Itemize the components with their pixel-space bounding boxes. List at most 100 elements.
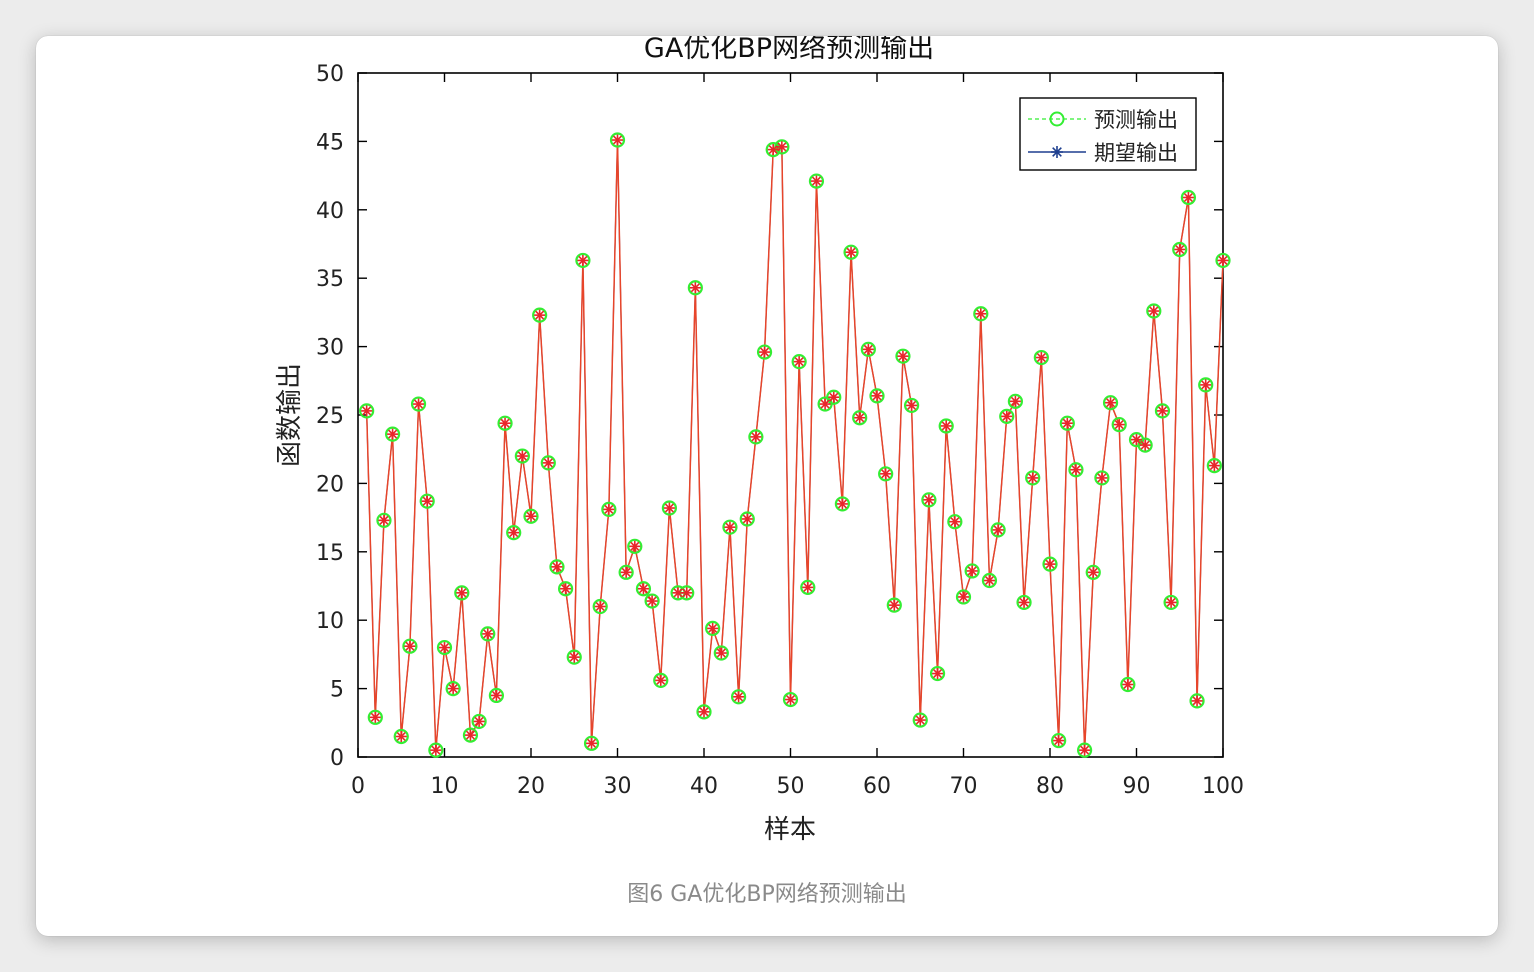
x-tick-labels: 0 10 20 30 40 50 60 70 80 90 100 <box>351 774 1244 799</box>
legend: 预测输出 期望输出 <box>1019 97 1197 171</box>
star-stroke <box>465 730 475 740</box>
star-stroke <box>1149 306 1159 316</box>
star-stroke <box>1123 679 1133 690</box>
expected-point <box>914 714 926 726</box>
expected-point <box>464 729 476 741</box>
predicted-point <box>385 426 401 442</box>
expected-point <box>508 527 520 539</box>
star-stroke <box>1019 597 1029 607</box>
predicted-point <box>756 344 773 360</box>
predicted-point <box>722 519 738 535</box>
predicted-point <box>696 704 712 720</box>
predicted-point <box>1059 415 1075 431</box>
expected-point <box>439 642 450 654</box>
star-stroke <box>785 695 796 705</box>
y-tick-label: 35 <box>316 267 344 292</box>
star-stroke <box>1192 696 1202 706</box>
legend-marker-expected <box>1051 146 1063 158</box>
expected-point <box>1087 566 1099 578</box>
star-stroke <box>535 310 545 320</box>
predicted-point <box>921 492 937 508</box>
star-stroke <box>638 584 648 594</box>
legend-marker-predicted <box>1049 111 1065 127</box>
expected-point <box>906 399 918 411</box>
predicted-point <box>497 415 513 431</box>
predicted-point <box>601 501 617 517</box>
predicted-point <box>713 645 729 661</box>
expected-point <box>1009 395 1021 407</box>
star-stroke <box>846 247 856 257</box>
expected-point <box>663 502 675 514</box>
predicted-point <box>843 244 859 260</box>
star-stroke <box>1080 745 1090 755</box>
star-stroke <box>1002 411 1012 421</box>
star-stroke <box>682 588 692 598</box>
star-stroke <box>379 515 389 525</box>
expected-point <box>1156 405 1168 417</box>
expected-point <box>655 674 667 686</box>
expected-point <box>871 390 883 402</box>
predicted-point <box>1111 416 1127 433</box>
star-stroke <box>768 145 778 155</box>
expected-point <box>707 622 719 634</box>
expected-point <box>698 706 710 718</box>
expected-point <box>776 141 788 153</box>
star-stroke <box>1028 473 1038 483</box>
expected-point <box>1001 410 1013 422</box>
expected-point <box>958 591 969 603</box>
star-stroke <box>509 528 519 538</box>
predicted-point <box>1172 241 1188 258</box>
series-layer <box>359 132 1231 758</box>
predicted-point <box>1025 470 1041 486</box>
expected-point <box>1122 678 1134 690</box>
expected-point <box>612 134 623 146</box>
expected-point <box>586 737 598 749</box>
star-stroke <box>820 399 830 409</box>
expected-point <box>1105 397 1117 409</box>
expected-point <box>516 450 528 462</box>
predicted-point <box>627 538 643 554</box>
expected-point <box>551 561 563 573</box>
star-stroke <box>1166 597 1176 607</box>
expected-point <box>560 583 572 595</box>
predicted-point <box>1068 462 1084 478</box>
star-stroke <box>1045 559 1055 569</box>
star-stroke <box>993 525 1003 535</box>
expected-point <box>1070 464 1082 476</box>
x-tick-label: 90 <box>1123 774 1151 799</box>
predicted-point <box>514 448 530 464</box>
predicted-point <box>635 581 652 597</box>
star-stroke <box>474 716 484 726</box>
x-tick-label: 0 <box>351 774 365 799</box>
predicted-point <box>445 680 461 697</box>
expected-point <box>897 350 909 362</box>
star-stroke <box>881 469 891 479</box>
expected-point <box>1148 305 1160 317</box>
expected-point <box>733 691 745 703</box>
expected-point <box>1217 254 1229 266</box>
expected-point <box>1027 472 1039 484</box>
expected-point <box>1044 558 1056 570</box>
expected-point <box>785 694 796 706</box>
predicted-point <box>1016 594 1032 611</box>
x-tick-label: 100 <box>1202 774 1244 799</box>
predicted-point <box>981 572 998 589</box>
predicted-point <box>367 709 383 725</box>
figure-caption: 图6 GA优化BP网络预测输出 <box>627 882 907 907</box>
axis-ticks <box>357 72 1224 758</box>
predicted-point <box>1206 458 1222 474</box>
predicted-point <box>886 597 902 613</box>
predicted-point <box>419 493 435 509</box>
expected-point <box>629 540 641 552</box>
y-tick-label: 0 <box>330 746 344 771</box>
star-stroke <box>1052 147 1062 157</box>
predicted-point <box>705 620 721 637</box>
star-stroke <box>716 648 726 658</box>
expected-point <box>1165 596 1177 608</box>
expected-point <box>413 398 425 410</box>
predicted-point <box>1102 395 1119 411</box>
predicted-point <box>653 672 669 688</box>
expected-point <box>1096 472 1108 484</box>
predicted-point <box>912 712 928 728</box>
star-stroke <box>1036 353 1046 363</box>
